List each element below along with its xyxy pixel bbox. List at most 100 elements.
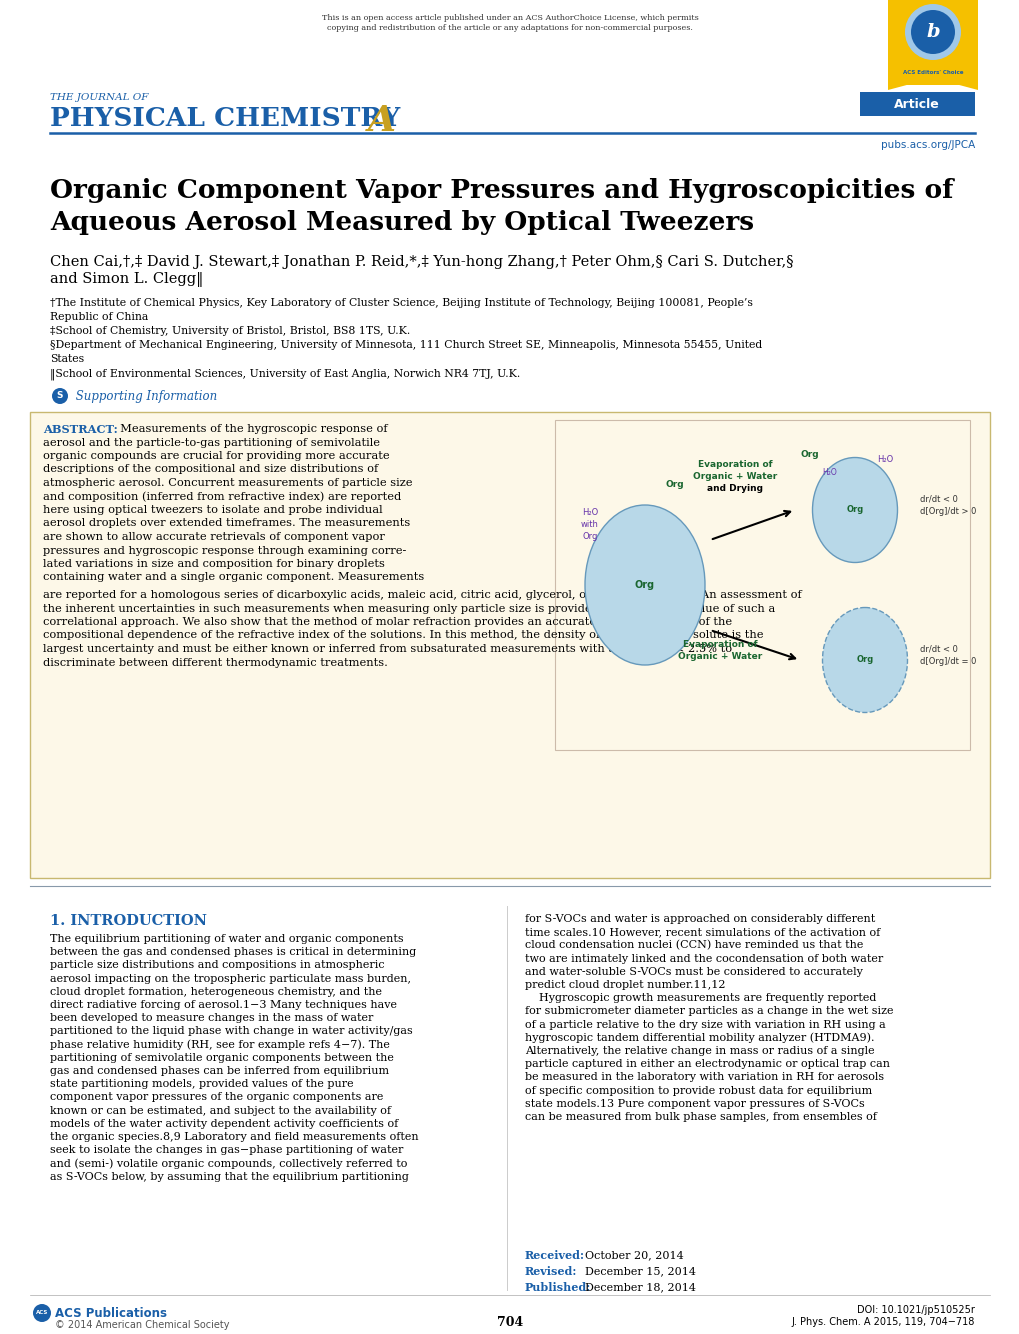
Text: be measured in the laboratory with variation in RH for aerosols: be measured in the laboratory with varia… — [525, 1073, 883, 1082]
Text: here using optical tweezers to isolate and probe individual: here using optical tweezers to isolate a… — [43, 506, 382, 515]
Text: and Simon L. Clegg‖: and Simon L. Clegg‖ — [50, 272, 203, 287]
Polygon shape — [888, 73, 977, 85]
Text: for submicrometer diameter particles as a change in the wet size: for submicrometer diameter particles as … — [525, 1006, 893, 1017]
Text: Organic + Water: Organic + Water — [678, 652, 761, 662]
Text: descriptions of the compositional and size distributions of: descriptions of the compositional and si… — [43, 464, 378, 475]
Text: component vapor pressures of the organic components are: component vapor pressures of the organic… — [50, 1093, 383, 1102]
Text: between the gas and condensed phases is critical in determining: between the gas and condensed phases is … — [50, 947, 416, 958]
Text: compositional dependence of the refractive index of the solutions. In this metho: compositional dependence of the refracti… — [43, 631, 763, 640]
Text: A: A — [368, 104, 395, 137]
Text: Org: Org — [582, 532, 597, 542]
Text: copying and redistribution of the article or any adaptations for non-commercial : copying and redistribution of the articl… — [327, 24, 692, 32]
Text: Evaporation of: Evaporation of — [682, 640, 756, 650]
Text: Organic + Water: Organic + Water — [692, 472, 776, 482]
Text: Revised:: Revised: — [525, 1266, 577, 1277]
Text: ACS: ACS — [36, 1310, 48, 1315]
Text: H₂O: H₂O — [821, 468, 837, 478]
Text: the inherent uncertainties in such measurements when measuring only particle siz: the inherent uncertainties in such measu… — [43, 603, 774, 614]
Text: of a particle relative to the dry size with variation in RH using a: of a particle relative to the dry size w… — [525, 1019, 884, 1030]
Text: THE JOURNAL OF: THE JOURNAL OF — [50, 93, 149, 101]
Text: 704: 704 — [496, 1317, 523, 1329]
Text: Evaporation of: Evaporation of — [697, 460, 771, 470]
Text: organic compounds are crucial for providing more accurate: organic compounds are crucial for provid… — [43, 451, 389, 462]
Text: partitioning of semivolatile organic components between the: partitioning of semivolatile organic com… — [50, 1053, 393, 1063]
Text: are reported for a homologous series of dicarboxylic acids, maleic acid, citric : are reported for a homologous series of … — [43, 590, 801, 600]
Circle shape — [904, 4, 960, 60]
Text: Org: Org — [665, 480, 684, 490]
Polygon shape — [888, 0, 977, 89]
Text: correlational approach. We also show that the method of molar refraction provide: correlational approach. We also show tha… — [43, 618, 732, 627]
Text: Published:: Published: — [525, 1282, 591, 1293]
Text: States: States — [50, 354, 84, 364]
Text: discriminate between different thermodynamic treatments.: discriminate between different thermodyn… — [43, 658, 387, 667]
Text: Measurements of the hygroscopic response of: Measurements of the hygroscopic response… — [113, 424, 387, 434]
Text: aerosol droplets over extended timeframes. The measurements: aerosol droplets over extended timeframe… — [43, 519, 410, 528]
Text: and (semi-) volatile organic compounds, collectively referred to: and (semi-) volatile organic compounds, … — [50, 1158, 407, 1169]
Text: the organic species.8,9 Laboratory and field measurements often: the organic species.8,9 Laboratory and f… — [50, 1133, 418, 1142]
Text: direct radiative forcing of aerosol.1−3 Many techniques have: direct radiative forcing of aerosol.1−3 … — [50, 1000, 396, 1010]
Text: known or can be estimated, and subject to the availability of: known or can be estimated, and subject t… — [50, 1106, 390, 1115]
Text: Received:: Received: — [525, 1250, 585, 1261]
Text: time scales.10 However, recent simulations of the activation of: time scales.10 However, recent simulatio… — [525, 927, 879, 938]
Text: partitioned to the liquid phase with change in water activity/gas: partitioned to the liquid phase with cha… — [50, 1026, 413, 1037]
Ellipse shape — [585, 506, 704, 666]
Bar — [859, 92, 974, 116]
Text: for S-VOCs and water is approached on considerably different: for S-VOCs and water is approached on co… — [525, 914, 874, 924]
Text: ACS Publications: ACS Publications — [55, 1307, 167, 1321]
Text: hygroscopic tandem differential mobility analyzer (HTDMA9).: hygroscopic tandem differential mobility… — [525, 1033, 873, 1043]
Text: Republic of China: Republic of China — [50, 312, 148, 321]
Text: pubs.acs.org/JPCA: pubs.acs.org/JPCA — [879, 140, 974, 149]
Text: dr/dt < 0: dr/dt < 0 — [919, 495, 957, 504]
Text: †The Institute of Chemical Physics, Key Laboratory of Cluster Science, Beijing I: †The Institute of Chemical Physics, Key … — [50, 297, 752, 308]
Text: §Department of Mechanical Engineering, University of Minnesota, 111 Church Stree: §Department of Mechanical Engineering, U… — [50, 340, 761, 350]
Text: two are intimately linked and the cocondensation of both water: two are intimately linked and the cocond… — [525, 954, 882, 963]
Text: gas and condensed phases can be inferred from equilibrium: gas and condensed phases can be inferred… — [50, 1066, 388, 1077]
Text: models of the water activity dependent activity coefficients of: models of the water activity dependent a… — [50, 1119, 397, 1129]
Text: ‖School of Environmental Sciences, University of East Anglia, Norwich NR4 7TJ, U: ‖School of Environmental Sciences, Unive… — [50, 368, 520, 379]
Text: Chen Cai,†,‡ David J. Stewart,‡ Jonathan P. Reid,*,‡ Yun-hong Zhang,† Peter Ohm,: Chen Cai,†,‡ David J. Stewart,‡ Jonathan… — [50, 255, 793, 269]
Text: phase relative humidity (RH, see for example refs 4−7). The: phase relative humidity (RH, see for exa… — [50, 1039, 389, 1050]
Text: particle size distributions and compositions in atmospheric: particle size distributions and composit… — [50, 960, 384, 970]
Text: October 20, 2014: October 20, 2014 — [585, 1250, 683, 1261]
Bar — [554, 420, 969, 750]
Text: seek to isolate the changes in gas−phase partitioning of water: seek to isolate the changes in gas−phase… — [50, 1145, 403, 1155]
Text: state partitioning models, provided values of the pure: state partitioning models, provided valu… — [50, 1079, 354, 1089]
Text: ‡School of Chemistry, University of Bristol, Bristol, BS8 1TS, U.K.: ‡School of Chemistry, University of Bris… — [50, 325, 410, 336]
Text: d[Org]/dt = 0: d[Org]/dt = 0 — [919, 658, 975, 666]
Text: can be measured from bulk phase samples, from ensembles of: can be measured from bulk phase samples,… — [525, 1113, 876, 1122]
Text: state models.13 Pure component vapor pressures of S-VOCs: state models.13 Pure component vapor pre… — [525, 1099, 864, 1109]
Text: atmospheric aerosol. Concurrent measurements of particle size: atmospheric aerosol. Concurrent measurem… — [43, 478, 412, 488]
Circle shape — [910, 9, 954, 53]
Text: been developed to measure changes in the mass of water: been developed to measure changes in the… — [50, 1014, 373, 1023]
Text: Aqueous Aerosol Measured by Optical Tweezers: Aqueous Aerosol Measured by Optical Twee… — [50, 209, 753, 235]
Text: Org: Org — [800, 450, 818, 459]
Text: and water-soluble S-VOCs must be considered to accurately: and water-soluble S-VOCs must be conside… — [525, 967, 862, 976]
Ellipse shape — [812, 458, 897, 563]
Text: Supporting Information: Supporting Information — [72, 390, 217, 403]
Text: Organic Component Vapor Pressures and Hygroscopicities of: Organic Component Vapor Pressures and Hy… — [50, 177, 953, 203]
Text: PHYSICAL CHEMISTRY: PHYSICAL CHEMISTRY — [50, 105, 399, 131]
Text: This is an open access article published under an ACS AuthorChoice License, whic: This is an open access article published… — [321, 13, 698, 21]
Text: pressures and hygroscopic response through examining corre-: pressures and hygroscopic response throu… — [43, 546, 406, 555]
Text: 1. INTRODUCTION: 1. INTRODUCTION — [50, 914, 207, 928]
Text: particle captured in either an electrodynamic or optical trap can: particle captured in either an electrody… — [525, 1059, 890, 1069]
Text: with: with — [581, 520, 598, 530]
Circle shape — [33, 1305, 51, 1322]
Text: S: S — [57, 391, 63, 400]
Text: © 2014 American Chemical Society: © 2014 American Chemical Society — [55, 1321, 229, 1330]
Text: December 18, 2014: December 18, 2014 — [585, 1282, 695, 1293]
Text: Hygroscopic growth measurements are frequently reported: Hygroscopic growth measurements are freq… — [525, 994, 875, 1003]
Text: dr/dt < 0: dr/dt < 0 — [919, 646, 957, 654]
Text: ACS Editors' Choice: ACS Editors' Choice — [902, 69, 962, 75]
Text: are shown to allow accurate retrievals of component vapor: are shown to allow accurate retrievals o… — [43, 532, 384, 542]
Text: aerosol impacting on the tropospheric particulate mass burden,: aerosol impacting on the tropospheric pa… — [50, 974, 411, 983]
Text: Alternatively, the relative change in mass or radius of a single: Alternatively, the relative change in ma… — [525, 1046, 873, 1057]
Text: ABSTRACT:: ABSTRACT: — [43, 424, 117, 435]
Text: containing water and a single organic component. Measurements: containing water and a single organic co… — [43, 572, 424, 583]
Text: as S-VOCs below, by assuming that the equilibrium partitioning: as S-VOCs below, by assuming that the eq… — [50, 1171, 409, 1182]
Bar — [30, 412, 989, 878]
Text: The equilibrium partitioning of water and organic components: The equilibrium partitioning of water an… — [50, 934, 404, 944]
Bar — [888, 0, 977, 85]
Text: b: b — [925, 23, 938, 41]
Text: H₂O: H₂O — [876, 455, 893, 464]
